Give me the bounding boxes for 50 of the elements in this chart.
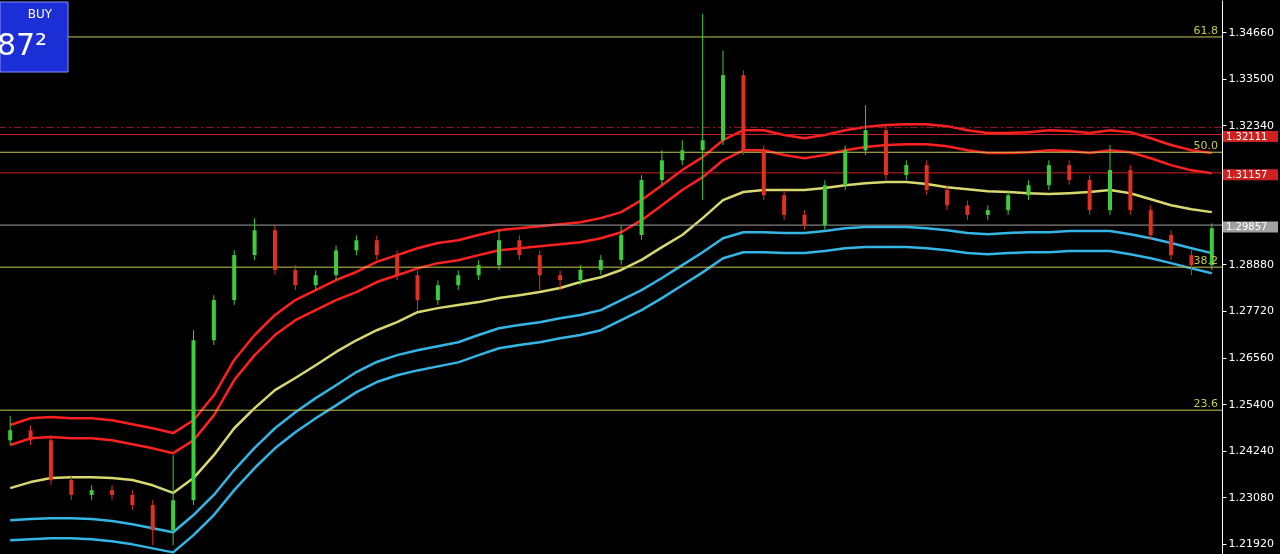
y-tick-label: 1.32340 <box>1228 118 1274 132</box>
annotation: 23.6 <box>1193 397 1218 411</box>
y-tick-label: 1.26560 <box>1228 351 1274 365</box>
annotation: 50.0 <box>1193 139 1218 153</box>
candlestick <box>435 279 440 306</box>
y-tick-label: 1.33500 <box>1228 72 1274 86</box>
candlestick <box>456 269 461 291</box>
candlestick <box>28 424 33 446</box>
candlestick <box>293 264 298 291</box>
candlestick <box>1026 179 1031 201</box>
candlestick <box>863 104 868 156</box>
candlestick <box>69 474 74 501</box>
y-tick-label: 1.21920 <box>1228 537 1274 551</box>
candlestick <box>313 269 318 291</box>
candlestick <box>110 484 115 501</box>
annotation: 61.8 <box>1193 23 1218 37</box>
candlestick <box>8 415 13 446</box>
ref-line-label: 1.32111 <box>1226 130 1268 142</box>
y-tick-label: 1.27720 <box>1228 304 1274 318</box>
candlestick <box>1169 229 1174 261</box>
annotation: BUY <box>27 7 53 21</box>
candlestick <box>1189 249 1194 276</box>
ref-line-label: 1.29857 <box>1226 221 1268 233</box>
ref-line-label: 1.31157 <box>1226 168 1268 180</box>
candlestick <box>374 234 379 261</box>
y-tick-label: 1.25400 <box>1228 397 1274 411</box>
candlestick <box>700 13 705 201</box>
y-tick-label: 1.24240 <box>1228 444 1274 458</box>
candlestick <box>395 249 400 281</box>
candlestick <box>659 149 664 186</box>
candlestick <box>517 234 522 261</box>
candlestick <box>945 184 950 211</box>
candlestick <box>1046 159 1051 191</box>
candlestick <box>558 269 563 291</box>
candlestick <box>354 234 359 256</box>
candlestick <box>130 489 135 511</box>
candlestick <box>578 264 583 286</box>
candlestick <box>537 249 542 291</box>
candlestick <box>782 189 787 221</box>
y-tick-label: 1.34660 <box>1228 25 1274 39</box>
candlestick <box>598 254 603 276</box>
candlestick <box>680 139 685 166</box>
candlestick <box>904 159 909 181</box>
candlestick <box>802 209 807 231</box>
y-tick-label: 1.28880 <box>1228 257 1274 271</box>
y-tick-label: 1.23080 <box>1228 490 1274 504</box>
candlestick <box>965 199 970 221</box>
candlestick <box>1006 189 1011 216</box>
candlestick <box>1067 159 1072 186</box>
candlestick <box>476 259 481 281</box>
